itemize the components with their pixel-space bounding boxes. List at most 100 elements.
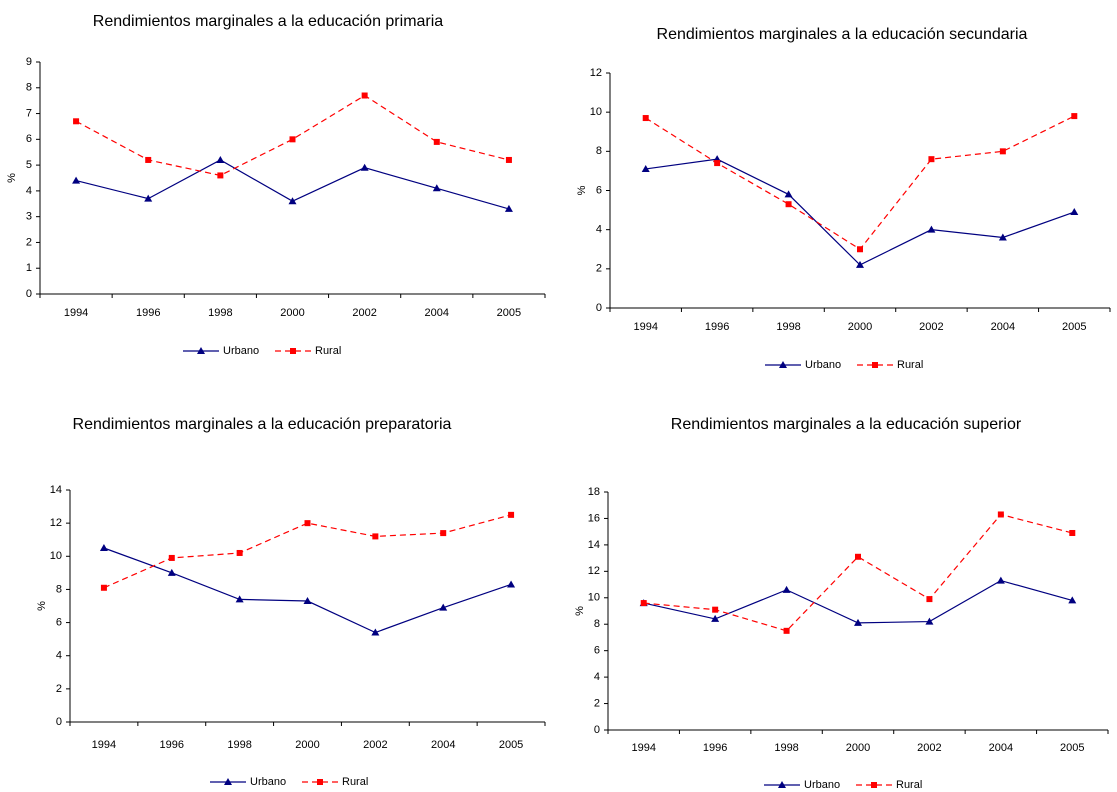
marker: [778, 781, 786, 788]
y-tick-label: 9: [26, 56, 32, 68]
marker: [167, 568, 176, 576]
marker: [711, 614, 720, 622]
marker: [640, 600, 647, 607]
marker: [144, 194, 153, 202]
y-tick-label: 8: [56, 583, 62, 595]
chart-title: Rendimientos marginales a la educación p…: [73, 416, 452, 433]
marker: [508, 511, 515, 518]
x-tick-label: 2002: [363, 739, 387, 751]
marker: [856, 260, 864, 268]
y-tick-label: 6: [56, 616, 62, 628]
marker: [216, 155, 225, 163]
y-tick-label: 12: [590, 67, 602, 79]
y-tick-label: 0: [56, 716, 62, 728]
marker: [1069, 529, 1076, 536]
marker: [99, 544, 108, 551]
marker: [857, 246, 863, 253]
marker: [926, 596, 933, 603]
y-tick-label: 8: [26, 82, 32, 94]
y-tick-label: 6: [596, 184, 602, 196]
marker: [714, 160, 721, 167]
marker: [784, 190, 793, 198]
series-line: [103, 547, 512, 634]
marker: [871, 782, 877, 788]
x-tick-label: 1996: [705, 321, 729, 333]
marker: [997, 511, 1004, 518]
x-tick-label: 2000: [280, 307, 304, 319]
marker: [72, 176, 81, 184]
marker: [785, 201, 792, 208]
legend-label: Urbano: [250, 776, 286, 788]
y-tick-label: 2: [26, 236, 32, 248]
marker: [1068, 596, 1077, 604]
y-tick-label: 10: [588, 592, 600, 604]
x-tick-label: 1998: [774, 742, 798, 754]
chart-panel: Rendimientos marginales a la educación s…: [576, 26, 1111, 371]
y-tick-label: 0: [596, 302, 602, 314]
y-tick-label: 16: [588, 512, 600, 524]
legend-label: Urbano: [805, 359, 841, 371]
chart-panel: Rendimientos marginales a la educación p…: [36, 416, 546, 788]
y-tick-label: 4: [596, 224, 602, 236]
marker: [928, 156, 935, 163]
y-tick-label: 4: [26, 185, 32, 197]
x-tick-label: 2002: [917, 742, 941, 754]
x-tick-label: 1998: [227, 739, 251, 751]
series-line: [645, 115, 1075, 251]
marker: [100, 584, 107, 591]
x-tick-label: 2004: [991, 321, 1015, 333]
x-tick-label: 2005: [1060, 742, 1084, 754]
y-tick-label: 12: [50, 517, 62, 529]
legend-label: Rural: [342, 776, 368, 788]
x-tick-label: 1998: [208, 307, 232, 319]
x-tick-label: 2000: [295, 739, 319, 751]
marker: [996, 576, 1005, 584]
marker: [288, 197, 297, 205]
y-tick-label: 8: [594, 618, 600, 630]
marker: [168, 554, 175, 561]
legend-label: Rural: [315, 345, 341, 357]
marker: [236, 549, 243, 556]
x-tick-label: 2002: [352, 307, 376, 319]
marker: [360, 163, 369, 171]
marker: [217, 172, 224, 179]
marker: [372, 533, 379, 540]
marker: [779, 361, 787, 368]
y-tick-label: 0: [594, 724, 600, 736]
y-tick-label: 18: [588, 486, 600, 498]
y-tick-label: 8: [596, 145, 602, 157]
x-tick-label: 1994: [92, 739, 116, 751]
x-tick-label: 1994: [631, 742, 655, 754]
marker: [371, 628, 380, 636]
marker: [440, 530, 447, 537]
y-tick-label: 2: [596, 263, 602, 275]
marker: [432, 184, 441, 192]
x-tick-label: 2005: [497, 307, 521, 319]
y-tick-label: 10: [50, 550, 62, 562]
x-tick-label: 2005: [499, 739, 523, 751]
x-tick-label: 1996: [160, 739, 184, 751]
y-tick-label: 1: [26, 262, 32, 274]
y-tick-label: 5: [26, 159, 32, 171]
series-line: [643, 579, 1073, 624]
y-axis-label: %: [36, 601, 48, 611]
marker: [855, 553, 861, 560]
y-tick-label: 14: [588, 539, 600, 551]
marker: [927, 225, 936, 233]
marker: [73, 118, 80, 125]
y-tick-label: 3: [26, 211, 32, 223]
marker: [1070, 208, 1079, 216]
legend-label: Urbano: [223, 345, 259, 357]
marker: [505, 156, 512, 163]
marker: [197, 347, 205, 354]
y-axis-label: %: [576, 185, 588, 195]
marker: [925, 617, 934, 625]
marker: [1071, 113, 1078, 120]
marker: [224, 778, 232, 785]
marker: [145, 156, 152, 163]
x-tick-label: 1998: [776, 321, 800, 333]
series-line: [643, 513, 1073, 632]
y-tick-label: 6: [594, 645, 600, 657]
chart-title: Rendimientos marginales a la educación s…: [657, 26, 1028, 43]
